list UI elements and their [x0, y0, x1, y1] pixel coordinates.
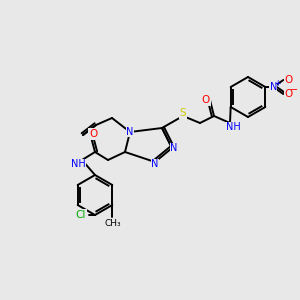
Text: N: N — [151, 159, 159, 169]
Text: N: N — [126, 127, 134, 137]
Text: N: N — [170, 143, 178, 153]
Text: S: S — [180, 108, 186, 118]
Text: N: N — [270, 82, 277, 92]
Text: O: O — [284, 75, 292, 85]
Text: −: − — [290, 85, 298, 95]
Text: NH: NH — [70, 159, 86, 169]
Text: O: O — [284, 89, 292, 99]
Text: +: + — [274, 79, 280, 88]
Text: O: O — [202, 95, 210, 105]
Text: CH₃: CH₃ — [104, 220, 121, 229]
Text: NH: NH — [226, 122, 240, 132]
Text: O: O — [89, 129, 97, 139]
Text: Cl: Cl — [76, 210, 86, 220]
